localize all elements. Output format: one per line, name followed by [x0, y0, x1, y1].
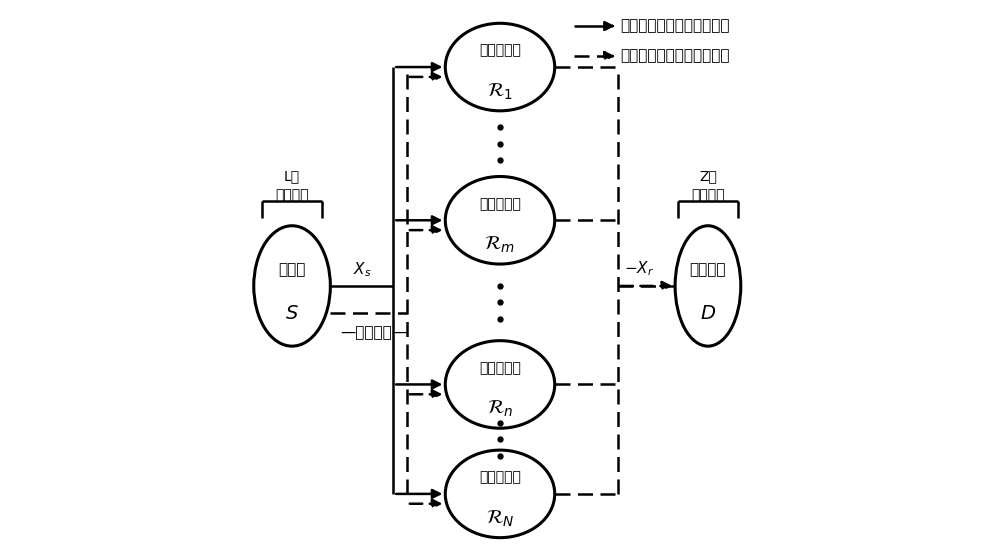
Text: $\mathcal{R}_{n}$: $\mathcal{R}_{n}$ [487, 399, 513, 419]
Text: $-X_r$: $-X_r$ [624, 259, 655, 278]
Text: 不可信中继: 不可信中继 [479, 470, 521, 485]
Text: 源节点: 源节点 [278, 262, 306, 277]
Text: 发射天线: 发射天线 [275, 189, 309, 202]
Text: 接收天线: 接收天线 [691, 189, 725, 202]
Text: $\mathcal{R}_{N}$: $\mathcal{R}_{N}$ [486, 508, 514, 529]
Text: $\mathcal{R}_{1}$: $\mathcal{R}_{1}$ [487, 81, 513, 102]
Text: Z个: Z个 [699, 169, 717, 184]
Text: 信息传输过程的第二个时隙: 信息传输过程的第二个时隙 [620, 48, 730, 64]
Ellipse shape [675, 226, 741, 346]
Ellipse shape [445, 340, 555, 428]
Text: 信息传输过程的第一个时隙: 信息传输过程的第一个时隙 [620, 19, 730, 34]
Text: 不可信中继: 不可信中继 [479, 361, 521, 375]
Text: $\mathcal{R}_{m}$: $\mathcal{R}_{m}$ [484, 235, 516, 255]
Ellipse shape [445, 177, 555, 264]
Text: 目的节点: 目的节点 [690, 262, 726, 277]
Text: L个: L个 [284, 169, 300, 184]
Text: —人工噪声—: —人工噪声— [341, 325, 408, 340]
Text: $\mathit{S}$: $\mathit{S}$ [285, 304, 299, 323]
Text: 不可信中继: 不可信中继 [479, 43, 521, 58]
Text: $\mathit{D}$: $\mathit{D}$ [700, 304, 716, 323]
Text: $X_s$: $X_s$ [353, 260, 371, 279]
Text: 不可信中继: 不可信中继 [479, 197, 521, 211]
Ellipse shape [445, 450, 555, 538]
Ellipse shape [445, 23, 555, 111]
Ellipse shape [254, 226, 330, 346]
